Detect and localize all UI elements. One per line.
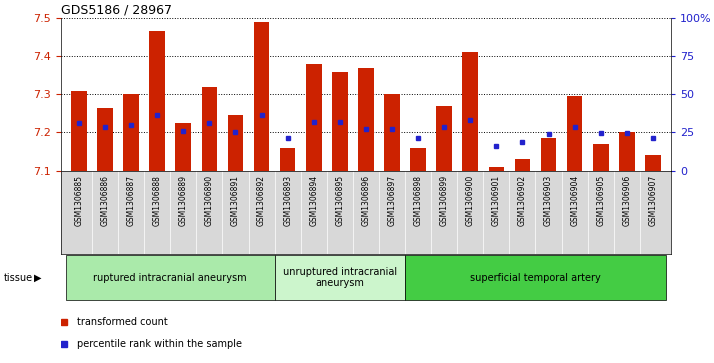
Text: percentile rank within the sample: percentile rank within the sample [78, 339, 243, 349]
Bar [488, 167, 504, 171]
Text: superficial temporal artery: superficial temporal artery [470, 273, 601, 283]
Text: GSM1306889: GSM1306889 [178, 175, 188, 226]
Bar [405, 255, 666, 300]
Bar [97, 108, 113, 171]
Text: GSM1306906: GSM1306906 [623, 175, 631, 226]
Text: GSM1306894: GSM1306894 [309, 175, 318, 226]
Text: ▶: ▶ [34, 273, 42, 283]
Text: GSM1306899: GSM1306899 [440, 175, 448, 226]
Bar [66, 255, 275, 300]
Bar [228, 115, 243, 171]
Bar [358, 68, 373, 171]
Text: GDS5186 / 28967: GDS5186 / 28967 [61, 4, 171, 17]
Text: GSM1306907: GSM1306907 [648, 175, 658, 226]
Bar [201, 87, 217, 171]
Text: transformed count: transformed count [78, 317, 169, 327]
Bar [124, 94, 139, 171]
Bar [619, 132, 635, 171]
Bar [463, 53, 478, 171]
Text: GSM1306885: GSM1306885 [74, 175, 84, 226]
Bar [515, 159, 531, 171]
Text: GSM1306904: GSM1306904 [570, 175, 579, 226]
Bar [436, 106, 452, 171]
Text: GSM1306887: GSM1306887 [126, 175, 136, 226]
Text: GSM1306886: GSM1306886 [101, 175, 109, 226]
Bar [645, 155, 660, 171]
Text: tissue: tissue [4, 273, 33, 283]
Text: ruptured intracranial aneurysm: ruptured intracranial aneurysm [94, 273, 247, 283]
Text: GSM1306900: GSM1306900 [466, 175, 475, 226]
Bar [280, 148, 296, 171]
Text: GSM1306888: GSM1306888 [153, 175, 161, 226]
Text: GSM1306897: GSM1306897 [388, 175, 396, 226]
Text: GSM1306895: GSM1306895 [336, 175, 344, 226]
Bar [306, 64, 321, 171]
Bar [384, 94, 400, 171]
Text: GSM1306902: GSM1306902 [518, 175, 527, 226]
Bar [71, 91, 87, 171]
Bar [149, 32, 165, 171]
Bar [411, 148, 426, 171]
Text: GSM1306901: GSM1306901 [492, 175, 501, 226]
Text: GSM1306903: GSM1306903 [544, 175, 553, 226]
Bar [253, 22, 269, 171]
Bar [540, 138, 556, 171]
Text: GSM1306893: GSM1306893 [283, 175, 292, 226]
Text: GSM1306896: GSM1306896 [361, 175, 371, 226]
Text: GSM1306892: GSM1306892 [257, 175, 266, 226]
Text: GSM1306890: GSM1306890 [205, 175, 214, 226]
Text: GSM1306891: GSM1306891 [231, 175, 240, 226]
Bar [275, 255, 405, 300]
Bar [176, 123, 191, 171]
Text: GSM1306905: GSM1306905 [596, 175, 605, 226]
Text: unruptured intracranial
aneurysm: unruptured intracranial aneurysm [283, 267, 397, 289]
Bar [593, 144, 608, 171]
Bar [567, 96, 583, 171]
Text: GSM1306898: GSM1306898 [413, 175, 423, 226]
Bar [332, 72, 348, 171]
